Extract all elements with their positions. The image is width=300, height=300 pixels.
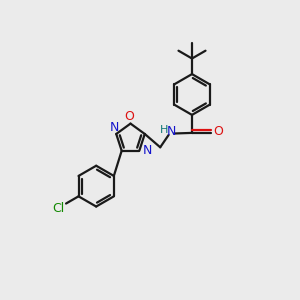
Text: N: N — [110, 122, 119, 134]
Text: O: O — [213, 125, 223, 138]
Text: N: N — [167, 125, 176, 139]
Text: O: O — [124, 110, 134, 124]
Text: Cl: Cl — [52, 202, 64, 214]
Text: H: H — [160, 124, 168, 135]
Text: N: N — [142, 144, 152, 157]
